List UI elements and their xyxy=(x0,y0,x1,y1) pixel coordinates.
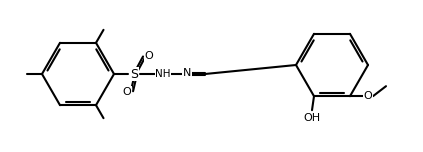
Text: OH: OH xyxy=(303,113,321,123)
Text: N: N xyxy=(183,68,191,78)
Text: NH: NH xyxy=(155,69,171,79)
Text: S: S xyxy=(130,67,138,81)
Text: O: O xyxy=(123,87,132,97)
Text: O: O xyxy=(364,91,372,101)
Text: O: O xyxy=(145,51,154,61)
